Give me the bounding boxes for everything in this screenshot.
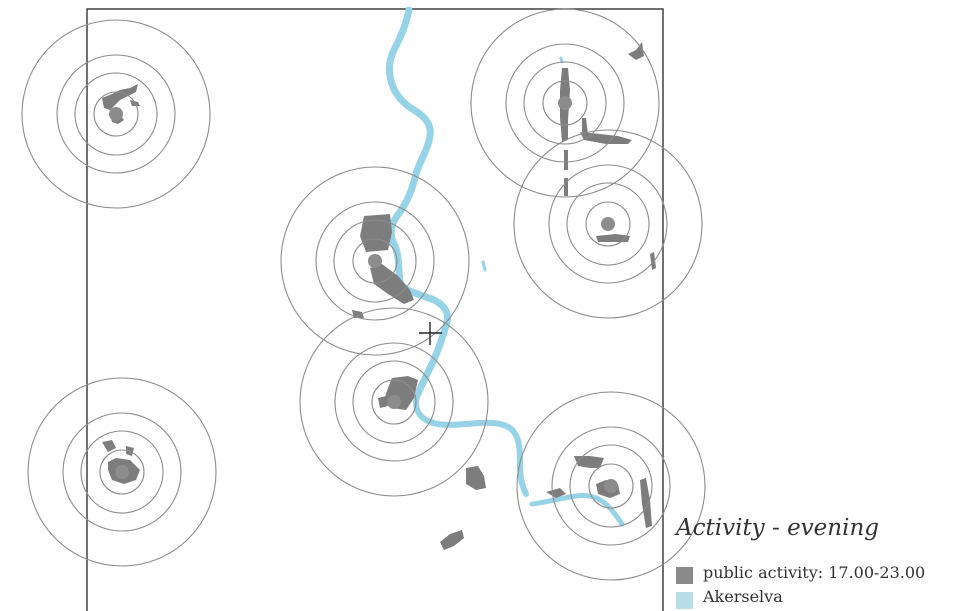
- activity-patch: [628, 42, 644, 60]
- distance-ring: [352, 238, 398, 284]
- node-center-dot: [115, 465, 129, 479]
- distance-ring: [352, 360, 436, 444]
- distance-ring: [542, 80, 588, 126]
- distance-rings: [21, 8, 706, 581]
- distance-ring: [315, 201, 435, 321]
- legend-item-public-activity: public activity: 17.00-23.00: [676, 561, 925, 584]
- legend-label-activity: public activity: 17.00-23.00: [703, 563, 926, 582]
- distance-ring: [21, 19, 211, 209]
- distance-ring: [74, 72, 158, 156]
- activity-patch: [564, 178, 568, 196]
- activity-patch: [370, 264, 414, 304]
- node-center-dot: [601, 217, 615, 231]
- river-fragment: [481, 260, 487, 272]
- node-center-dot: [109, 107, 123, 121]
- activity-patch: [582, 118, 588, 134]
- akerselva-river: [386, 6, 625, 527]
- activity-patch: [466, 466, 486, 490]
- legend-item-akerselva: Akerselva: [676, 584, 783, 609]
- activity-patch: [564, 150, 568, 170]
- study-area-frame: [86, 8, 664, 611]
- activity-patch: [378, 396, 388, 408]
- activity-patches: [102, 42, 656, 550]
- node-center-dot: [368, 254, 382, 268]
- distance-ring: [371, 379, 417, 425]
- activity-patch: [580, 132, 632, 144]
- activity-patch: [650, 252, 656, 270]
- distance-ring: [513, 129, 703, 319]
- distance-ring: [27, 377, 217, 567]
- distance-ring: [516, 391, 706, 581]
- activity-patch: [102, 84, 138, 110]
- distance-ring: [56, 54, 176, 174]
- node-center-dot: [387, 395, 401, 409]
- river-upper-reach: [386, 6, 451, 398]
- distance-ring: [80, 430, 164, 514]
- distance-ring: [334, 342, 454, 462]
- distance-ring: [299, 307, 489, 497]
- activity-patch: [102, 440, 116, 452]
- distance-ring: [548, 164, 668, 284]
- node-center-dot: [604, 479, 618, 493]
- distance-ring: [93, 91, 139, 137]
- crosshair-marker: [419, 322, 442, 345]
- distance-ring: [566, 182, 650, 266]
- distance-ring: [280, 166, 470, 356]
- distance-ring: [569, 444, 653, 528]
- activity-patch: [640, 478, 652, 528]
- legend-swatch-activity: [676, 567, 693, 584]
- activity-patch: [360, 214, 392, 252]
- distance-ring: [470, 8, 660, 198]
- distance-ring: [62, 412, 182, 532]
- river-lower-reach: [529, 493, 625, 527]
- activity-patch: [574, 456, 604, 468]
- legend-title: Activity - evening: [676, 515, 879, 541]
- distance-ring: [523, 61, 607, 145]
- distance-ring: [588, 463, 634, 509]
- distance-ring: [551, 426, 671, 546]
- distance-ring: [505, 43, 625, 163]
- distance-ring: [333, 219, 417, 303]
- activity-patch: [546, 488, 566, 498]
- legend-label-river: Akerselva: [703, 587, 783, 606]
- river-fragment: [559, 56, 564, 64]
- node-center-dot: [558, 96, 572, 110]
- node-centers: [109, 96, 618, 493]
- river-middle-reach: [413, 391, 529, 497]
- legend-swatch-river: [676, 592, 693, 609]
- activity-patch: [440, 530, 464, 550]
- distance-ring: [99, 449, 145, 495]
- distance-ring: [585, 201, 631, 247]
- activity-patch: [596, 234, 630, 242]
